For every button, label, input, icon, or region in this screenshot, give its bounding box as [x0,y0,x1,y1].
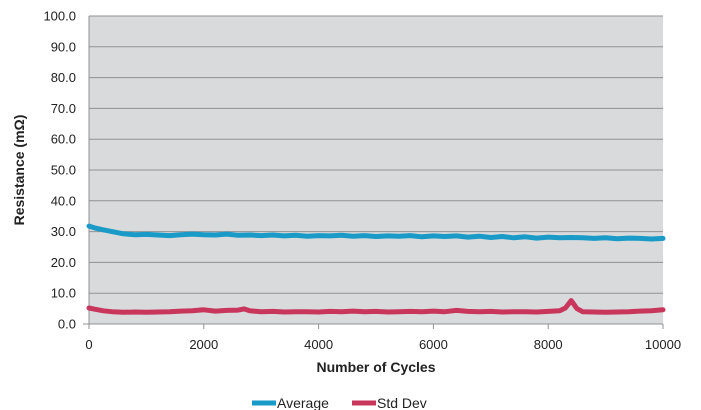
x-axis-ticks: 0 2000 4000 6000 8000 10000 [85,324,681,352]
y-tick-label: 40.0 [51,193,76,208]
y-tick-label: 100.0 [43,9,76,24]
y-tick-label: 20.0 [51,255,76,270]
x-tick-label: 8000 [534,337,563,352]
y-tick-label: 30.0 [51,224,76,239]
x-axis-label: Number of Cycles [316,359,435,375]
gridlines [83,15,663,325]
series-line-average [86,223,666,242]
x-tick-label: 0 [85,337,92,352]
y-tick-label: 10.0 [51,286,76,301]
legend-label-average: Average [277,395,329,410]
y-tick-label: 90.0 [51,39,76,54]
y-tick-label: 0.0 [58,317,76,332]
series-lines [86,223,666,315]
y-axis-ticks: 0.0 10.0 20.0 30.0 40.0 50.0 60.0 70.0 80.0 90.0 1… [43,9,76,332]
y-tick-label: 70.0 [51,101,76,116]
x-tick-label: 10000 [645,337,681,352]
y-axis-label: Resistance (mΩ) [11,115,27,226]
series-line-std-dev [86,298,666,315]
y-tick-label: 80.0 [51,70,76,85]
x-tick-label: 4000 [304,337,333,352]
x-tick-label: 2000 [189,337,218,352]
y-tick-label: 50.0 [51,163,76,178]
y-tick-label: 60.0 [51,132,76,147]
legend: Average Std Dev [252,395,427,410]
x-tick-label: 6000 [419,337,448,352]
legend-label-std-dev: Std Dev [377,395,427,410]
